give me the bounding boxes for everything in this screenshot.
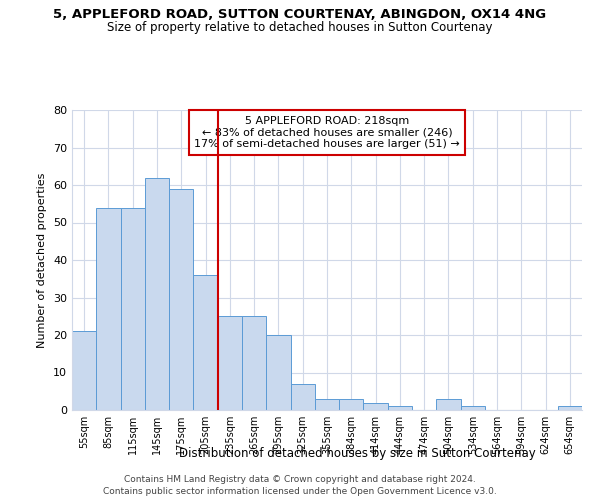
Text: Size of property relative to detached houses in Sutton Courtenay: Size of property relative to detached ho… (107, 21, 493, 34)
Bar (169, 188, 193, 410)
Bar (218, 316, 242, 410)
Bar (145, 178, 169, 410)
Bar (121, 208, 145, 410)
Bar (242, 316, 266, 410)
Text: 5 APPLEFORD ROAD: 218sqm
← 83% of detached houses are smaller (246)
17% of semi-: 5 APPLEFORD ROAD: 218sqm ← 83% of detach… (194, 116, 460, 149)
Y-axis label: Number of detached properties: Number of detached properties (37, 172, 47, 348)
Text: Distribution of detached houses by size in Sutton Courtenay: Distribution of detached houses by size … (179, 448, 535, 460)
Bar (364, 402, 388, 410)
Bar (266, 335, 290, 410)
Text: Contains public sector information licensed under the Open Government Licence v3: Contains public sector information licen… (103, 488, 497, 496)
Bar (388, 406, 412, 410)
Bar (315, 399, 339, 410)
Bar (558, 406, 582, 410)
Bar (290, 384, 315, 410)
Bar (339, 399, 364, 410)
Text: 5, APPLEFORD ROAD, SUTTON COURTENAY, ABINGDON, OX14 4NG: 5, APPLEFORD ROAD, SUTTON COURTENAY, ABI… (53, 8, 547, 20)
Bar (193, 275, 218, 410)
Text: Contains HM Land Registry data © Crown copyright and database right 2024.: Contains HM Land Registry data © Crown c… (124, 475, 476, 484)
Bar (72, 331, 96, 410)
Bar (96, 208, 121, 410)
Bar (461, 406, 485, 410)
Bar (436, 399, 461, 410)
